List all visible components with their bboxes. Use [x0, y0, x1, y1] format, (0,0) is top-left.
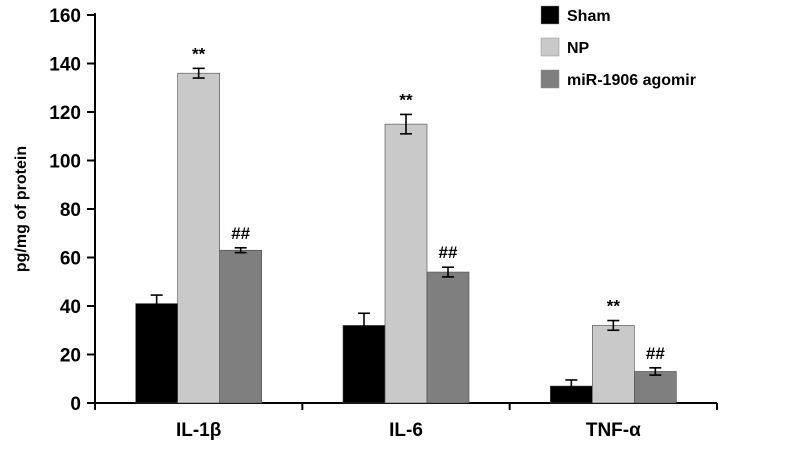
category-label: IL-1β: [176, 420, 221, 441]
bar: [592, 325, 635, 404]
bar: [426, 271, 470, 404]
legend-item: Sham: [540, 5, 611, 25]
significance-annotation: **: [399, 90, 413, 109]
legend-swatch: [540, 69, 560, 89]
legend-label: NP: [567, 40, 590, 57]
significance-annotation: ##: [646, 344, 665, 363]
significance-annotation: ##: [439, 243, 458, 262]
y-tick-label: 20: [60, 346, 81, 367]
bar: [342, 325, 386, 404]
y-axis-title: pg/mg of protein: [13, 146, 30, 272]
legend-label: Sham: [567, 8, 611, 25]
y-tick-label: 60: [60, 249, 81, 270]
y-tick-label: 0: [70, 394, 81, 415]
y-tick-label: 140: [49, 55, 81, 76]
category-label: IL-6: [389, 420, 423, 441]
legend-item: NP: [540, 37, 590, 57]
y-tick-label: 120: [49, 103, 81, 124]
legend-swatch: [540, 37, 560, 57]
y-tick-label: 40: [60, 297, 81, 318]
y-tick-label: 80: [60, 200, 81, 221]
legend-item: miR-1906 agomir: [540, 69, 696, 89]
legend-label: miR-1906 agomir: [567, 72, 696, 89]
significance-annotation: **: [192, 44, 206, 63]
bar: [219, 249, 262, 404]
bar: [634, 371, 677, 404]
y-tick-label: 160: [49, 6, 81, 27]
y-tick-label: 100: [49, 152, 81, 173]
legend-swatch: [540, 5, 560, 25]
bar: [384, 123, 428, 404]
category-label: TNF-α: [586, 420, 641, 441]
bar: [135, 303, 178, 404]
significance-annotation: ##: [231, 224, 250, 243]
significance-annotation: **: [607, 297, 621, 316]
bar: [177, 72, 220, 404]
